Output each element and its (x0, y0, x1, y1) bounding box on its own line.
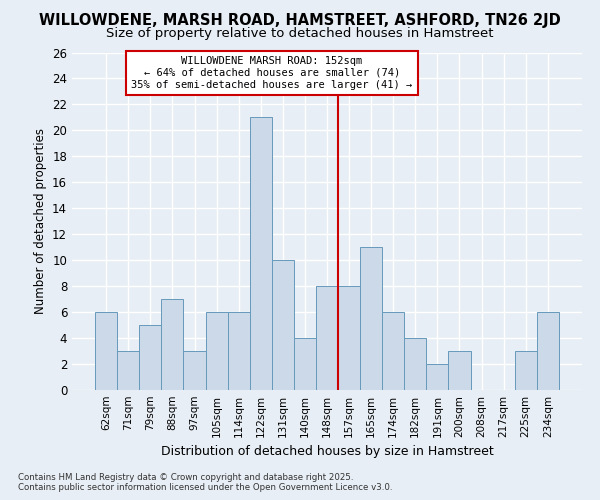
Bar (316, 286, 338, 390)
Bar (294, 338, 316, 390)
Bar (537, 312, 559, 390)
Text: Contains HM Land Registry data © Crown copyright and database right 2025.
Contai: Contains HM Land Registry data © Crown c… (18, 473, 392, 492)
Text: WILLOWDENE, MARSH ROAD, HAMSTREET, ASHFORD, TN26 2JD: WILLOWDENE, MARSH ROAD, HAMSTREET, ASHFO… (39, 12, 561, 28)
Bar (250, 118, 272, 390)
Bar (360, 247, 382, 390)
Bar (206, 312, 227, 390)
Bar (95, 312, 117, 390)
Bar (338, 286, 360, 390)
Text: WILLOWDENE MARSH ROAD: 152sqm
← 64% of detached houses are smaller (74)
35% of s: WILLOWDENE MARSH ROAD: 152sqm ← 64% of d… (131, 56, 412, 90)
Bar (139, 325, 161, 390)
Bar (161, 299, 184, 390)
Bar (515, 351, 537, 390)
Bar (382, 312, 404, 390)
Bar (227, 312, 250, 390)
Bar (404, 338, 427, 390)
Text: Size of property relative to detached houses in Hamstreet: Size of property relative to detached ho… (106, 28, 494, 40)
Bar (117, 351, 139, 390)
Bar (184, 351, 206, 390)
Y-axis label: Number of detached properties: Number of detached properties (34, 128, 47, 314)
Bar (272, 260, 294, 390)
Bar (448, 351, 470, 390)
X-axis label: Distribution of detached houses by size in Hamstreet: Distribution of detached houses by size … (161, 446, 493, 458)
Bar (427, 364, 448, 390)
